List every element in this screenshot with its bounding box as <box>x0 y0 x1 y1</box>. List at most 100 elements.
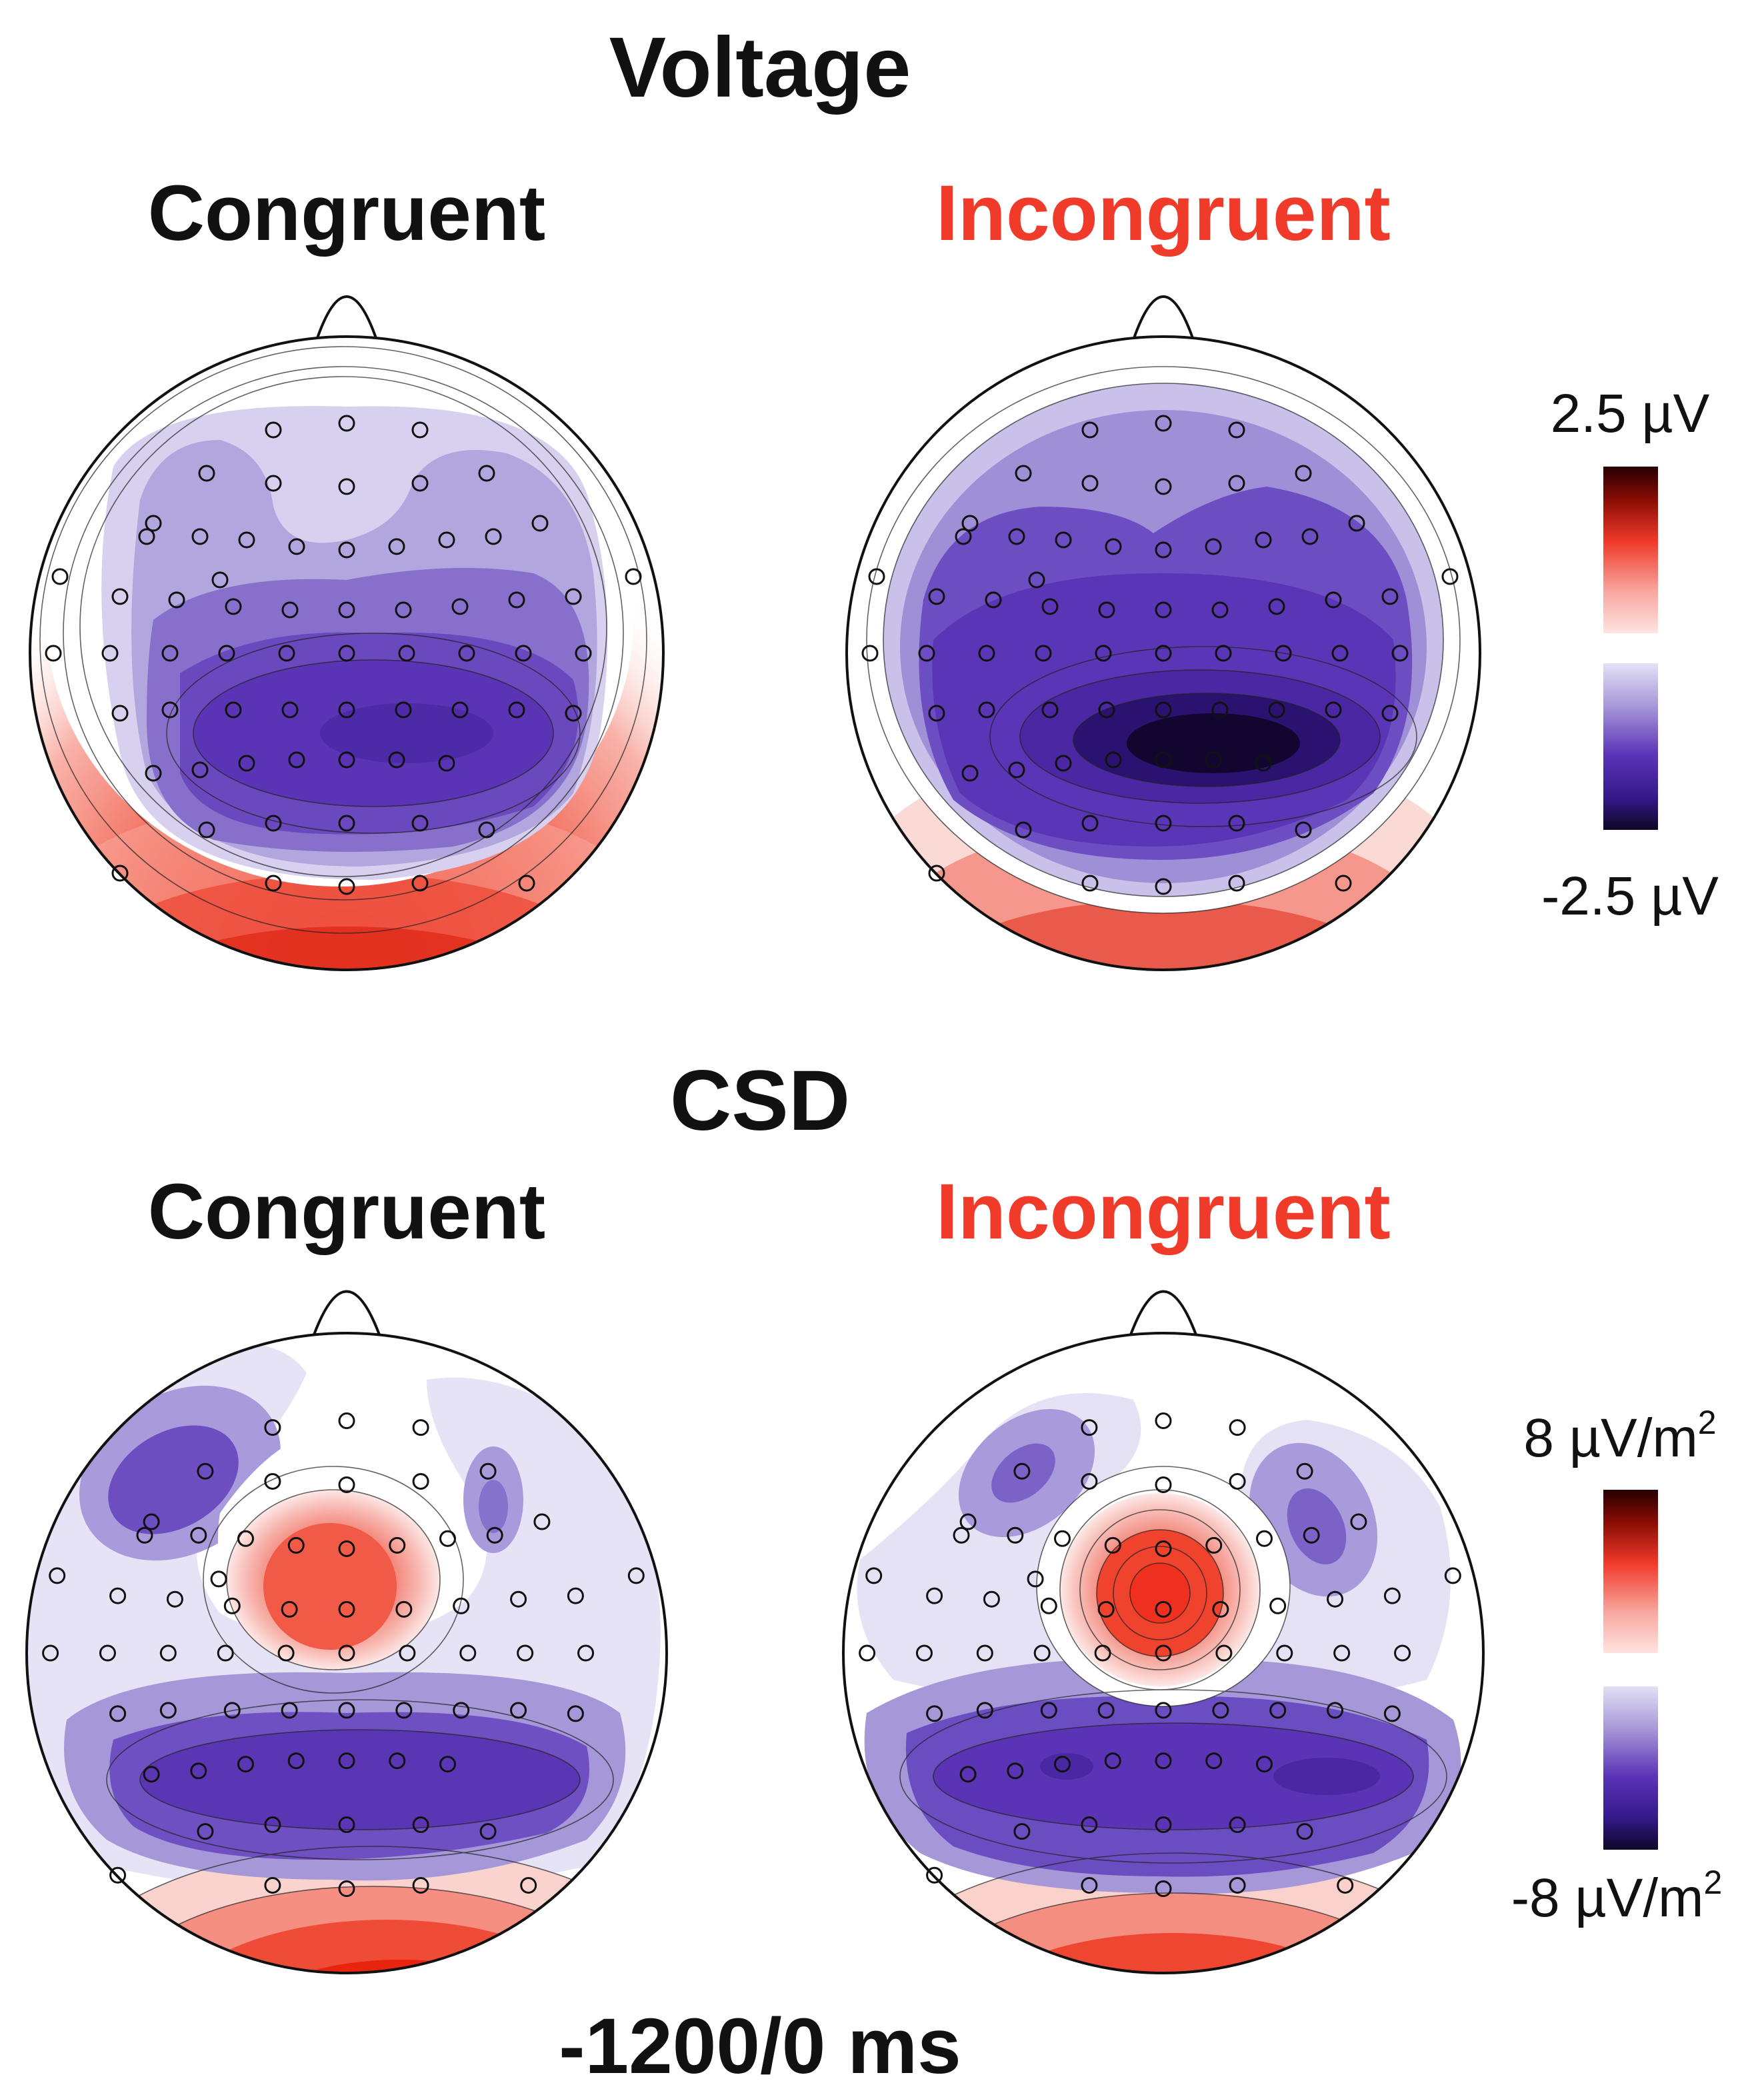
electrode-marker <box>1269 1597 1287 1614</box>
electrode-marker <box>861 645 879 662</box>
electrode-marker <box>198 821 215 839</box>
electrode-marker <box>1105 751 1122 769</box>
electrode-marker <box>1229 1419 1246 1436</box>
electrode-marker <box>1155 1600 1172 1618</box>
electrode-marker <box>1383 1705 1401 1722</box>
csd-congruent-label: Congruent <box>148 1168 545 1256</box>
electrode-marker <box>1205 751 1222 769</box>
electrode-marker <box>1333 1644 1351 1662</box>
electrode-marker <box>567 1587 584 1604</box>
electrode-marker <box>1155 751 1172 769</box>
electrode-marker <box>1350 1513 1367 1530</box>
electrode-marker <box>479 1823 497 1840</box>
electrode-marker <box>1155 1412 1172 1430</box>
electrode-marker <box>453 1702 470 1719</box>
electrode-marker <box>1155 478 1172 495</box>
electrode-marker <box>143 1766 160 1783</box>
electrode-marker <box>338 815 355 832</box>
electrode-marker <box>1269 1702 1287 1719</box>
electrode-marker <box>111 865 129 882</box>
electrode-marker <box>1268 701 1285 719</box>
electrode-marker <box>915 1644 933 1662</box>
csd-scale-max: 8 µV/m2 <box>1523 1404 1716 1468</box>
electrode-marker <box>223 1597 241 1614</box>
electrode-marker <box>159 1644 177 1662</box>
electrode-marker <box>1276 1644 1293 1662</box>
electrode-marker <box>338 1880 355 1897</box>
electrode-marker <box>1097 1600 1115 1618</box>
electrode-marker <box>1098 701 1115 719</box>
electrode-marker <box>918 645 935 662</box>
electrode-marker <box>338 701 355 719</box>
electrode-marker <box>1383 1587 1401 1604</box>
electrode-marker <box>627 1567 645 1584</box>
electrode-marker <box>338 645 355 662</box>
electrode-marker <box>1097 1702 1115 1719</box>
electrode-marker <box>508 701 525 719</box>
electrode-marker <box>1205 538 1222 555</box>
electrode-marker <box>959 1766 977 1783</box>
electrode-marker <box>928 705 945 722</box>
electrode-marker <box>1228 475 1245 492</box>
electrode-marker <box>395 1702 413 1719</box>
electrode-marker <box>218 645 235 662</box>
electrode-marker <box>161 701 179 719</box>
electrode-marker <box>1155 1752 1172 1770</box>
scale-negative-bar <box>1603 663 1658 830</box>
electrode-marker <box>1211 701 1229 719</box>
electrode-marker <box>451 598 469 615</box>
electrode-marker <box>567 1705 584 1722</box>
electrode-marker <box>983 1590 1000 1608</box>
electrode-marker <box>1348 515 1365 532</box>
electrodes <box>861 415 1459 895</box>
electrode-marker <box>1155 415 1172 432</box>
electrode-marker <box>1095 645 1112 662</box>
nose-icon <box>1128 1290 1199 1338</box>
electrode-marker <box>451 701 469 719</box>
electrode-marker <box>510 1702 527 1719</box>
head-voltage-incongruent <box>845 295 1481 971</box>
electrode-marker <box>109 1705 127 1722</box>
electrode-marker <box>281 1702 298 1719</box>
electrode-marker <box>961 515 979 532</box>
electrode-marker <box>1228 421 1245 439</box>
electrode-marker <box>338 878 355 895</box>
electrode-marker <box>264 1876 281 1894</box>
electrode-marker <box>143 1513 160 1530</box>
electrode-marker <box>238 531 255 549</box>
electrode-marker <box>338 1476 355 1493</box>
electrode-marker <box>1229 1876 1246 1894</box>
head-outline <box>25 1332 668 1974</box>
electrode-marker <box>338 1540 355 1557</box>
electrode-marker <box>1104 1752 1121 1770</box>
electrode-marker <box>868 568 885 585</box>
electrode-marker <box>1035 645 1052 662</box>
electrode-marker <box>338 415 355 432</box>
electrode-marker <box>287 1752 305 1770</box>
electrode-marker <box>1155 1540 1172 1557</box>
electrode-marker <box>1205 1536 1223 1554</box>
electrode-marker <box>101 645 119 662</box>
electrode-marker <box>978 701 995 719</box>
electrode-marker <box>237 1756 254 1773</box>
electrode-marker <box>959 1513 977 1530</box>
electrode-marker <box>1007 1762 1024 1780</box>
electrode-marker <box>265 875 282 892</box>
electrode-marker <box>978 645 995 662</box>
electrode-marker <box>109 1866 127 1884</box>
electrode-marker <box>338 601 355 619</box>
electrode-marker <box>1081 421 1099 439</box>
electrode-marker <box>191 761 209 779</box>
electrode-marker <box>565 588 582 605</box>
electrode-marker <box>145 515 162 532</box>
electrode-marker <box>478 465 495 482</box>
electrode-marker <box>961 765 979 782</box>
electrode-marker <box>42 1644 59 1662</box>
electrode-marker <box>1337 1876 1354 1894</box>
electrode-marker <box>485 528 502 545</box>
electrode-marker <box>338 1702 355 1719</box>
electrode-marker <box>411 815 429 832</box>
electrode-marker <box>398 645 415 662</box>
head-outline <box>845 335 1481 971</box>
electrode-marker <box>338 751 355 769</box>
